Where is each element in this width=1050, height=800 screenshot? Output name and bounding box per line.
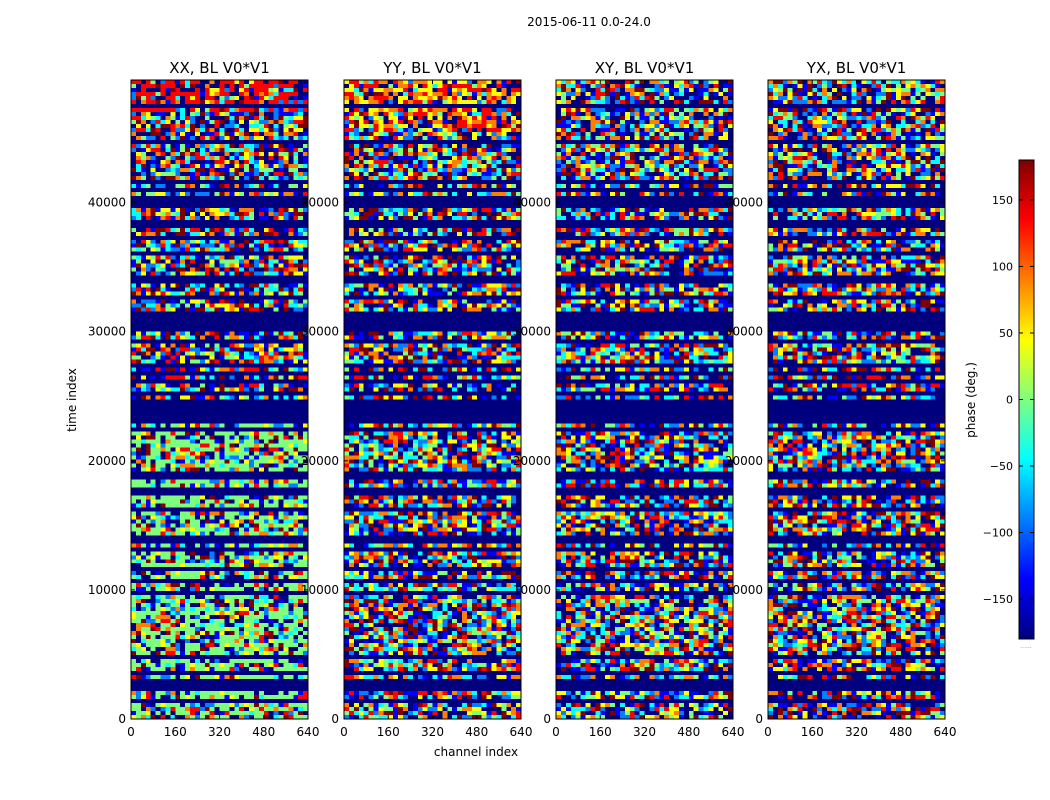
colorbar-tick-label: 0 bbox=[1006, 394, 1013, 407]
heatmap-image bbox=[556, 80, 733, 719]
y-tick-label: 20000 bbox=[88, 454, 126, 468]
colorbar-tick-label: −50 bbox=[990, 460, 1013, 473]
x-tick-label: 160 bbox=[589, 725, 612, 739]
x-tick-label: 480 bbox=[889, 725, 912, 739]
colorbar-tick-label: −150 bbox=[983, 593, 1013, 606]
y-tick-label: 0 bbox=[331, 712, 339, 726]
x-tick-label: 160 bbox=[377, 725, 400, 739]
x-tick-label: 0 bbox=[764, 725, 772, 739]
colorbar-footnote: ...... bbox=[1020, 643, 1032, 650]
y-tick-label: 20000 bbox=[513, 454, 551, 468]
x-tick-label: 160 bbox=[164, 725, 187, 739]
x-tick-label: 480 bbox=[465, 725, 488, 739]
figure-title: 2015-06-11 0.0-24.0 bbox=[527, 15, 651, 29]
panel-1: XX, BL V0*V1 0 160 320 480 640 0 10000 20000 3000… bbox=[88, 59, 320, 739]
colorbar-tick-label: 150 bbox=[992, 194, 1013, 207]
heatmap-image bbox=[344, 80, 521, 719]
y-tick-label: 40000 bbox=[725, 196, 763, 210]
y-tick-label: 0 bbox=[543, 712, 551, 726]
heatmap-image bbox=[131, 80, 308, 719]
y-axis-label: time index bbox=[65, 368, 79, 432]
x-tick-label: 320 bbox=[845, 725, 868, 739]
colorbar-tick-label: 50 bbox=[999, 327, 1013, 340]
y-tick-label: 0 bbox=[118, 712, 126, 726]
y-tick-label: 20000 bbox=[725, 454, 763, 468]
x-tick-label: 640 bbox=[722, 725, 745, 739]
panel-title: YY, BL V0*V1 bbox=[382, 59, 481, 77]
x-tick-label: 0 bbox=[127, 725, 135, 739]
x-tick-label: 320 bbox=[633, 725, 656, 739]
colorbar: 150 100 50 0 −50 −100 −150 bbox=[983, 159, 1035, 640]
x-tick-label: 160 bbox=[801, 725, 824, 739]
x-tick-label: 640 bbox=[510, 725, 533, 739]
y-tick-label: 30000 bbox=[301, 325, 339, 339]
y-tick-label: 10000 bbox=[513, 583, 551, 597]
y-tick-label: 10000 bbox=[301, 583, 339, 597]
heatmap-image bbox=[768, 80, 945, 719]
colorbar-tick-label: −100 bbox=[983, 527, 1013, 540]
panel-2: YY, BL V0*V1 0 160 320 480 640 0 10000 20000 3000… bbox=[301, 59, 533, 739]
x-tick-label: 640 bbox=[934, 725, 957, 739]
x-tick-label: 320 bbox=[421, 725, 444, 739]
x-axis-label: channel index bbox=[434, 745, 518, 759]
x-tick-label: 320 bbox=[208, 725, 231, 739]
y-tick-label: 30000 bbox=[88, 325, 126, 339]
x-tick-label: 480 bbox=[252, 725, 275, 739]
colorbar-tick-label: 100 bbox=[992, 260, 1013, 273]
y-tick-label: 10000 bbox=[88, 583, 126, 597]
y-tick-label: 20000 bbox=[301, 454, 339, 468]
x-tick-label: 0 bbox=[340, 725, 348, 739]
x-tick-label: 0 bbox=[552, 725, 560, 739]
panel-3: XY, BL V0*V1 0 160 320 480 640 0 10000 20000 3000… bbox=[513, 59, 745, 739]
y-tick-label: 30000 bbox=[513, 325, 551, 339]
panel-4: YX, BL V0*V1 0 160 320 480 640 0 10000 20000 3000… bbox=[725, 59, 957, 739]
colorbar-label: phase (deg.) bbox=[964, 362, 978, 438]
panel-title: XX, BL V0*V1 bbox=[169, 59, 270, 77]
x-tick-label: 640 bbox=[297, 725, 320, 739]
y-tick-label: 40000 bbox=[88, 196, 126, 210]
y-tick-label: 0 bbox=[755, 712, 763, 726]
panel-title: YX, BL V0*V1 bbox=[806, 59, 907, 77]
panel-title: XY, BL V0*V1 bbox=[595, 59, 695, 77]
x-tick-label: 480 bbox=[677, 725, 700, 739]
panels: XX, BL V0*V1 0 160 320 480 640 0 10000 20000 3000… bbox=[88, 59, 957, 739]
y-tick-label: 10000 bbox=[725, 583, 763, 597]
y-tick-label: 30000 bbox=[725, 325, 763, 339]
y-tick-label: 40000 bbox=[513, 196, 551, 210]
y-tick-label: 40000 bbox=[301, 196, 339, 210]
